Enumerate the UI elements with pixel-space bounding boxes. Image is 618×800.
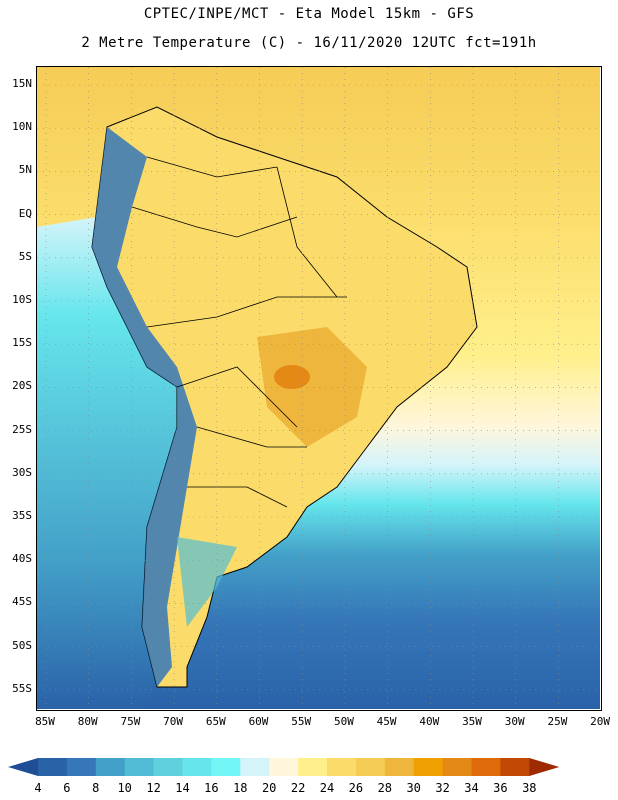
colorbar-tick-label: 14 [175, 781, 190, 795]
lat-label: 30S [12, 465, 32, 479]
lon-label: 25W [547, 715, 568, 728]
lon-label: 35W [462, 715, 482, 728]
andes-cold-band [92, 127, 197, 687]
colorbar-arrow-left [8, 758, 38, 776]
lat-label: 45S [12, 595, 32, 609]
colorbar-swatch [182, 758, 212, 776]
colorbar-swatch [38, 758, 68, 776]
colorbar-swatch [66, 758, 97, 776]
colorbar-tick-label: 8 [92, 781, 100, 795]
lon-label: 75W [120, 715, 141, 728]
colorbar-tick-label: 32 [435, 781, 450, 795]
colorbar-swatch [327, 758, 357, 776]
hottest-spot [274, 365, 310, 389]
lon-label: 40W [419, 715, 440, 728]
lon-label: 85W [35, 715, 55, 728]
colorbar-tick-label: 22 [290, 781, 306, 795]
colorbar-tick-label: 18 [233, 781, 248, 795]
map-title: CPTEC/INPE/MCT - Eta Model 15km - GFS [143, 6, 475, 22]
colorbar-swatch [471, 758, 501, 776]
colorbar-swatch [355, 758, 386, 776]
lat-label: EQ [18, 206, 32, 220]
map-subtitle: 2 Metre Temperature (C) - 16/11/2020 12U… [81, 35, 537, 51]
lat-label: 55S [12, 681, 32, 695]
colorbar-tick-label: 34 [464, 781, 479, 795]
colorbar-swatch [240, 758, 270, 776]
lat-label: 15N [12, 77, 32, 90]
colorbar [8, 758, 560, 776]
colorbar-arrow-right [529, 758, 560, 776]
colorbar-tick-label: 6 [63, 781, 71, 795]
colorbar-tick-label: 12 [146, 781, 161, 795]
lat-label: 40S [12, 552, 32, 566]
lon-label: 60W [248, 715, 269, 728]
colorbar-tick-label: 10 [117, 781, 132, 795]
colorbar-swatch [500, 758, 530, 776]
lon-label: 50W [333, 715, 354, 728]
colorbar-tick-label: 36 [493, 781, 508, 795]
lon-label: 30W [504, 715, 525, 728]
colorbar-tick-label: 20 [261, 781, 277, 795]
colorbar-swatch [153, 758, 183, 776]
colorbar-tick-label: 16 [204, 781, 219, 795]
lon-label: 65W [205, 715, 226, 728]
colorbar-tick-label: 28 [377, 781, 393, 795]
colorbar-swatch [124, 758, 155, 776]
map-canvas [37, 67, 601, 709]
colorbar-tick-label: 24 [319, 781, 335, 795]
lat-label: 5S [18, 249, 32, 263]
lat-label: 10S [12, 293, 32, 306]
colorbar-tick-label: 26 [348, 781, 364, 795]
colorbar-tick-label: 38 [522, 781, 537, 795]
temperature-map [36, 66, 602, 711]
lat-label: 50S [12, 638, 32, 652]
colorbar-swatch [384, 758, 415, 776]
colorbar-tick-label: 4 [34, 781, 42, 795]
colorbar-swatch [95, 758, 126, 776]
lon-label: 70W [163, 715, 184, 728]
colorbar-swatch [442, 758, 472, 776]
lat-label: 5N [18, 163, 32, 177]
country-borders [131, 156, 347, 508]
lat-label: 10N [12, 120, 32, 134]
lon-label: 55W [291, 715, 312, 728]
hot-region [257, 327, 367, 447]
lat-label: 35S [12, 509, 32, 522]
lat-label: 25S [12, 422, 32, 436]
colorbar-swatch [269, 758, 299, 776]
patagonia-cool [177, 537, 237, 627]
colorbar-tick-label: 30 [406, 781, 421, 795]
lon-label: 45W [376, 715, 397, 728]
colorbar-swatch [211, 758, 241, 776]
lat-label: 20S [12, 379, 32, 393]
colorbar-swatch [298, 758, 328, 776]
lon-label: 80W [77, 715, 98, 728]
lon-label: 20W [590, 715, 611, 728]
lat-label: 15S [12, 336, 32, 350]
colorbar-swatch [413, 758, 444, 776]
